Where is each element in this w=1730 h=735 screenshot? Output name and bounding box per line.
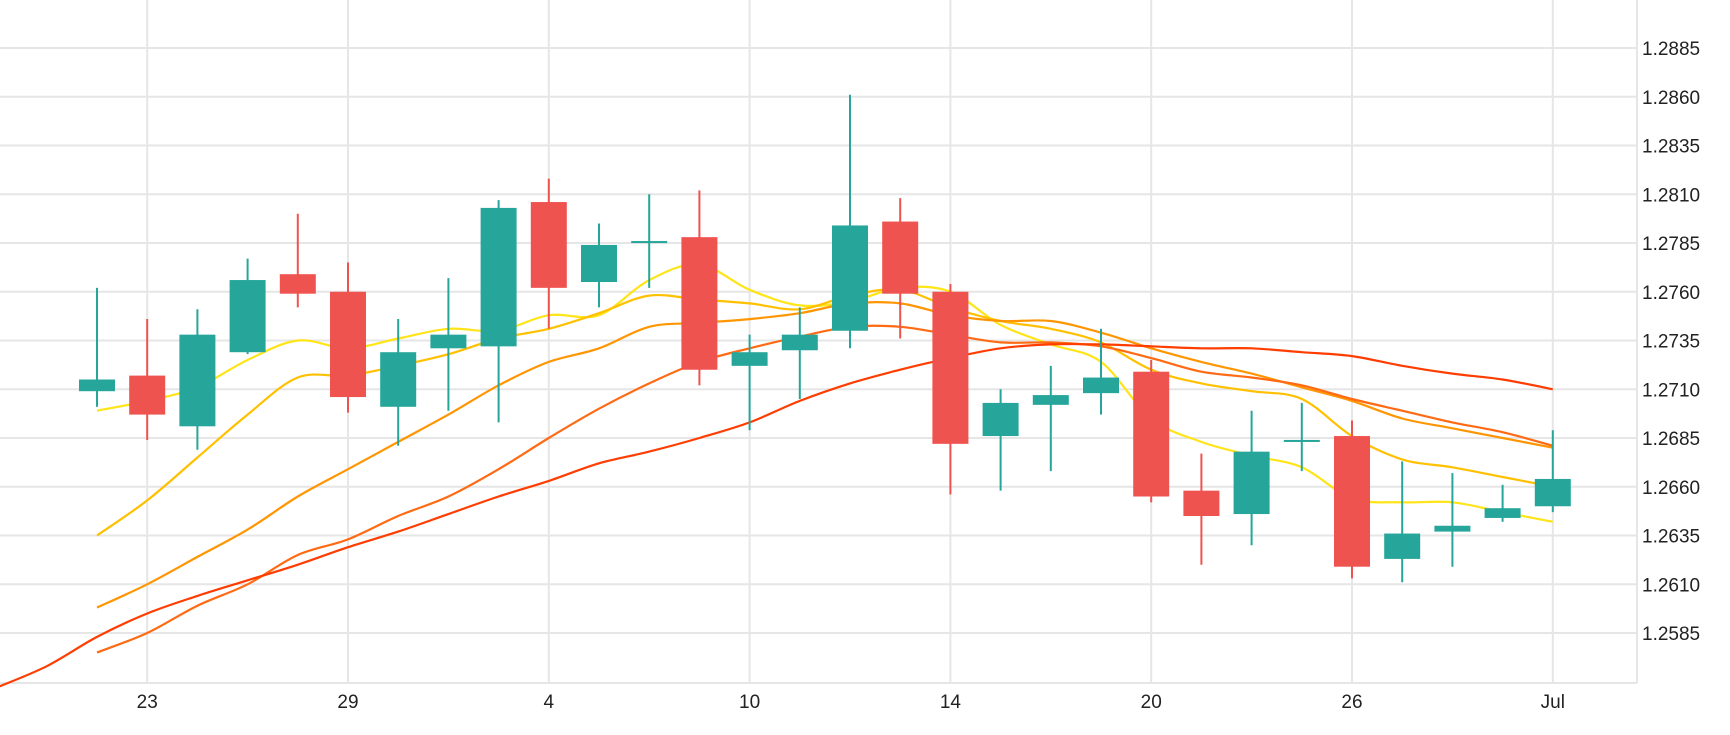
moving-average-line xyxy=(0,342,1554,688)
y-tick-label: 1.2810 xyxy=(1642,185,1700,206)
candle-body-down xyxy=(330,291,366,398)
y-tick-label: 1.2785 xyxy=(1642,234,1700,255)
candle-body-up xyxy=(832,225,868,331)
candle-body-up xyxy=(1032,395,1069,405)
x-tick-label: 20 xyxy=(1141,692,1162,713)
candle-body-up xyxy=(781,334,818,351)
y-tick-label: 1.2610 xyxy=(1642,575,1700,596)
candle-body-down xyxy=(1133,371,1170,497)
candle-body-down xyxy=(129,375,166,415)
candle-body-up xyxy=(631,241,668,244)
candle-body-up xyxy=(79,379,115,392)
y-tick-label: 1.2735 xyxy=(1642,332,1700,353)
candle-body-down xyxy=(681,237,718,370)
x-tick-label: 29 xyxy=(337,692,358,713)
y-tick-label: 1.2835 xyxy=(1642,137,1700,158)
candle-body-down xyxy=(932,291,969,444)
y-tick-label: 1.2885 xyxy=(1642,39,1700,60)
candle-body-up xyxy=(480,207,517,347)
x-tick-label: 26 xyxy=(1341,692,1362,713)
y-tick-label: 1.2660 xyxy=(1642,478,1700,499)
candle-body-down xyxy=(1334,436,1370,567)
candle-body-up xyxy=(1083,377,1119,394)
x-tick-label: 23 xyxy=(137,692,158,713)
axis-layer: 1.2585 1.2610 1.2635 1.2660 1.2685 1.2710 1.27… xyxy=(137,39,1700,713)
candle-body-down xyxy=(882,221,919,294)
x-tick-label: 14 xyxy=(940,692,962,713)
candle-layer xyxy=(79,94,1571,583)
candle-body-up xyxy=(1534,478,1571,507)
x-tick-label: 10 xyxy=(739,692,760,713)
candle-body-down xyxy=(1183,490,1220,516)
candle-body-up xyxy=(179,334,216,427)
candle-body-up xyxy=(1283,439,1320,442)
candle-body-up xyxy=(1384,533,1421,559)
moving-average-line xyxy=(96,300,1554,609)
candle-body-up xyxy=(581,244,617,282)
y-tick-label: 1.2760 xyxy=(1642,283,1700,304)
moving-average-line xyxy=(96,324,1554,654)
y-tick-label: 1.2860 xyxy=(1642,88,1700,109)
y-tick-label: 1.2585 xyxy=(1642,624,1700,645)
candle-body-up xyxy=(731,352,768,366)
candle-body-up xyxy=(430,334,467,349)
candle-body-up xyxy=(1484,508,1521,518)
candle-body-up xyxy=(1233,451,1270,515)
candle-body-down xyxy=(530,202,567,288)
candle-body-down xyxy=(279,274,316,294)
y-tick-label: 1.2710 xyxy=(1642,380,1700,401)
y-tick-label: 1.2685 xyxy=(1642,429,1700,450)
candle-body-up xyxy=(380,352,417,407)
candle-body-up xyxy=(229,280,266,353)
candle-body-up xyxy=(982,402,1019,437)
y-tick-label: 1.2635 xyxy=(1642,527,1700,548)
x-tick-label: 4 xyxy=(544,692,555,713)
x-tick-label: Jul xyxy=(1541,692,1565,713)
candle-body-up xyxy=(1434,525,1471,532)
